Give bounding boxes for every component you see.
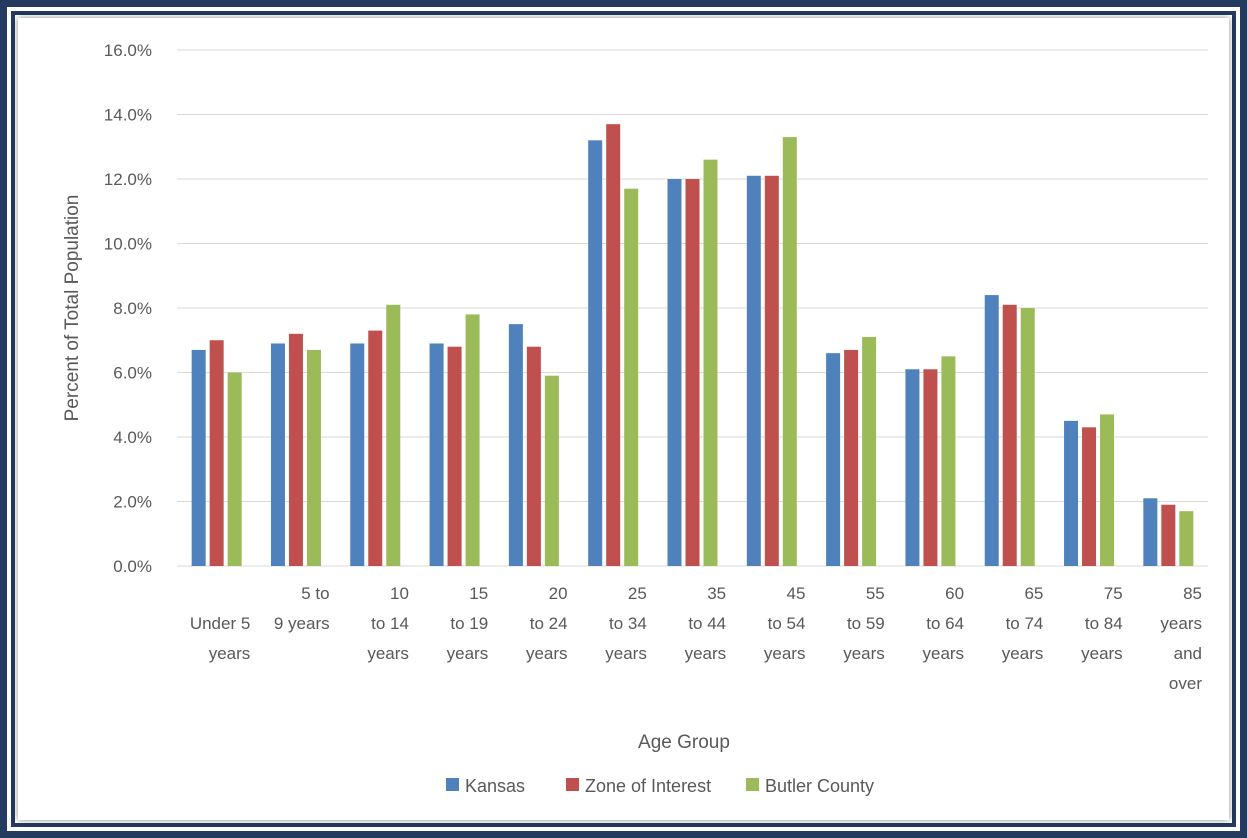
bar-butler-county: [227, 372, 242, 566]
y-tick-label: 2.0%: [113, 493, 152, 512]
bar-butler-county: [862, 337, 877, 566]
bar-zone-of-interest: [685, 179, 700, 566]
bar-zone-of-interest: [368, 330, 383, 566]
bar-zone-of-interest: [764, 175, 779, 566]
bar-zone-of-interest: [1002, 304, 1017, 566]
bar-zone-of-interest: [606, 124, 621, 567]
bar-butler-county: [386, 304, 401, 566]
legend-label: Zone of Interest: [585, 776, 711, 796]
legend-swatch: [566, 778, 579, 791]
x-axis-title: Age Group: [638, 732, 730, 753]
legend-swatch: [446, 778, 459, 791]
y-tick-label: 6.0%: [113, 364, 152, 383]
bar-zone-of-interest: [288, 333, 303, 566]
y-tick-label: 10.0%: [104, 235, 152, 254]
bar-kansas: [270, 343, 285, 566]
bar-zone-of-interest: [209, 340, 224, 566]
bar-kansas: [1143, 498, 1158, 566]
bar-butler-county: [1179, 511, 1194, 566]
x-tick-label: 10 to 14 years: [367, 584, 409, 663]
x-tick-label: 25 to 34 years: [605, 584, 647, 663]
bar-kansas: [350, 343, 365, 566]
y-tick-label: 12.0%: [104, 170, 152, 189]
legend-swatch: [746, 778, 759, 791]
y-axis-ticks: 0.0% 2.0% 4.0% 6.0% 8.0% 10.0% 12.0% 14.0% 16.0%: [104, 41, 152, 576]
x-tick-label: 65 to 74 years: [1002, 584, 1044, 663]
bar-zone-of-interest: [447, 346, 462, 566]
bar-butler-county: [1100, 414, 1115, 566]
bar-kansas: [826, 353, 841, 566]
x-tick-label: 20 to 24 years: [526, 584, 568, 663]
bar-kansas: [984, 295, 999, 566]
bar-butler-county: [782, 137, 797, 566]
bar-kansas: [746, 175, 761, 566]
x-tick-label: 55 to 59 years: [843, 584, 885, 663]
y-axis-title: Percent of Total Population: [62, 195, 83, 422]
y-tick-label: 0.0%: [113, 557, 152, 576]
bar-zone-of-interest: [923, 369, 938, 566]
y-tick-label: 16.0%: [104, 41, 152, 60]
bar-butler-county: [465, 314, 480, 566]
x-tick-label: 75 to 84 years: [1081, 584, 1123, 663]
bar-butler-county: [1020, 308, 1035, 566]
bar-butler-county: [703, 159, 718, 566]
x-tick-label: Under 5 years: [190, 614, 250, 663]
legend-label: Butler County: [765, 776, 874, 796]
bar-butler-county: [624, 188, 639, 567]
x-tick-label: 60 to 64 years: [922, 584, 964, 663]
bar-zone-of-interest: [1082, 427, 1097, 566]
bar-kansas: [667, 179, 682, 566]
x-tick-label: 85 years and over: [1160, 584, 1202, 693]
bar-butler-county: [306, 349, 321, 566]
bars: [191, 124, 1194, 567]
x-tick-label: 15 to 19 years: [447, 584, 489, 663]
bar-kansas: [1064, 420, 1079, 566]
legend-label: Kansas: [465, 776, 525, 796]
bar-kansas: [429, 343, 444, 566]
y-tick-label: 14.0%: [104, 106, 152, 125]
bar-butler-county: [941, 356, 956, 566]
bar-kansas: [588, 140, 603, 567]
bar-kansas: [508, 324, 523, 566]
bar-kansas: [905, 369, 920, 566]
x-tick-label: 5 to 9 years: [274, 584, 330, 633]
bar-zone-of-interest: [1161, 504, 1176, 566]
bar-kansas: [191, 349, 206, 566]
bar-zone-of-interest: [526, 346, 541, 566]
legend: Kansas Zone of Interest Butler County: [446, 776, 874, 796]
y-tick-label: 4.0%: [113, 428, 152, 447]
bar-zone-of-interest: [844, 349, 859, 566]
y-tick-label: 8.0%: [113, 299, 152, 318]
x-tick-label: 35 to 44 years: [685, 584, 727, 663]
bar-butler-county: [544, 375, 559, 566]
x-axis-ticks: Under 5 years 5 to 9 years 10 to 14 years 15 to …: [190, 584, 1203, 693]
x-tick-label: 45 to 54 years: [764, 584, 806, 663]
